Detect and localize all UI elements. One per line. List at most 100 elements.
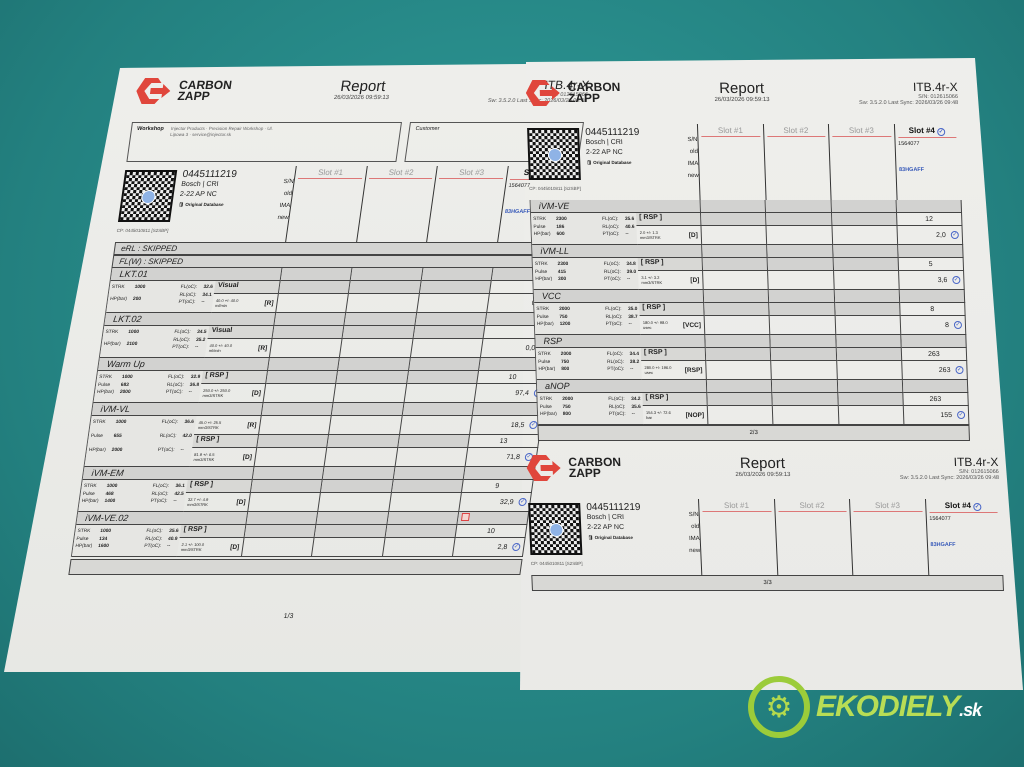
injector-block: 0445111219 Bosch | CRI 2-22 AP NC 🛢 Origina… <box>527 124 962 200</box>
slot-column-2: Slot #2 <box>762 124 831 200</box>
result-slot-4: 8 <box>899 303 966 316</box>
test-header-slot-1 <box>246 512 319 525</box>
injector-part-number: 0445111219 <box>586 502 641 513</box>
temp-value: 34.4 <box>629 352 640 357</box>
param-value: 1200 <box>559 322 571 328</box>
param-label: STRK <box>105 330 119 335</box>
test-parameters: STRK 2000 Pulse 750 HP(bar) 1200 FL(oC): 35.0 RL… <box>534 303 641 335</box>
injector-cp: CP: 0445010811 [S2SBP] <box>530 561 583 566</box>
result-value: 10 <box>486 527 496 535</box>
report-header: CARBON ZAPP Report 26/03/2026 09:59:13 ITB.4… <box>525 80 959 124</box>
slot-header: Slot #2 <box>766 126 826 137</box>
test-header-slot-1 <box>274 313 347 326</box>
result-spec: 2.1 +/- 100.0 mm3/STRK [D] <box>176 538 245 557</box>
injector-db: 🛢 Original Database <box>587 533 642 543</box>
spec-type: [VCC] <box>682 321 702 329</box>
param-label: HP(bar) <box>536 322 554 328</box>
result-value: 2,8 <box>497 543 508 551</box>
param-label: Pulse <box>90 434 104 439</box>
temp-label: FL(oC): <box>603 262 621 267</box>
test-header-slot-3 <box>835 335 902 348</box>
test-temperatures: FL(oC): 36.6 RL(oC): 42.0 PT(oC): -- <box>156 420 194 462</box>
result-slot-4: 5 <box>898 258 965 271</box>
brand-logo: CARBON ZAPP <box>526 455 677 481</box>
test-header-slot-4 <box>463 467 536 480</box>
page-number: 3/3 <box>763 580 772 586</box>
test-name: iVM-VL <box>91 403 264 416</box>
spec-unit: mm3/STRK <box>202 393 224 398</box>
workshop-customer: Workshop Injector Products · Precision Re… <box>126 122 584 162</box>
injector-db-label: Original Database <box>594 535 634 540</box>
result-value: 263 <box>938 366 951 374</box>
param-value: 1000 <box>115 420 127 425</box>
result-slot-3 <box>838 406 905 425</box>
gear-icon: ⚙ <box>748 676 810 738</box>
spec-unit: mm3/STRK <box>186 502 209 507</box>
temp-label: FL(oC): <box>152 484 170 489</box>
result-slot-1 <box>707 406 774 425</box>
temp-value: 34.8 <box>626 262 636 267</box>
test-conditions: STRK 1000 Pulse 134 HP(bar) 1600 <box>74 529 111 552</box>
check-circle-icon: ✓ <box>973 503 982 511</box>
temp-label: FL(oC): <box>606 352 624 357</box>
check-circle-icon: ✓ <box>955 366 964 374</box>
result-slot-1 <box>241 538 315 557</box>
result-slot-4: 2,8 ✓ <box>452 538 526 557</box>
brand-name: CARBON ZAPP <box>177 78 233 103</box>
result-slot-2 <box>772 393 839 406</box>
param-label: STRK <box>533 217 547 222</box>
param-label: HP(bar) <box>539 412 557 418</box>
slot-label: Slot #1 <box>317 168 344 177</box>
row-label-new_label: new <box>689 548 701 554</box>
test-temperatures: FL(oC): 34.4 RL(oC): 38.2 PT(oC): -- <box>607 352 640 375</box>
test-temperatures: FL(oC): 36.1 RL(oC): 42.5 PT(oC): -- <box>150 484 185 507</box>
injector-cp: CP: 0445010811 [S2SBP] <box>529 186 581 191</box>
report-title-block: Report 26/03/2026 09:59:13 <box>285 78 440 101</box>
result-slot-2 <box>768 271 835 290</box>
test-parameters: STRK 2300 Pulse 186 HP(bar) 600 FL(oC): 35.6 RL(… <box>531 213 638 245</box>
temp-value: -- <box>166 544 171 550</box>
test-name: iVM-LL <box>532 245 703 258</box>
result-slot-4: 32,9 ✓ <box>458 493 532 512</box>
result-slot-1 <box>269 339 343 358</box>
spec-type: [R] <box>264 299 275 307</box>
temp-label: FL(oC): <box>180 285 198 290</box>
result-slot-2 <box>340 339 413 358</box>
result-value: 13 <box>499 437 508 445</box>
result-spec: 45.0 +/- 25.5 mm3/STRK [R] <box>194 416 262 435</box>
test-header-slot-1 <box>702 245 768 258</box>
result-slot-3 <box>837 393 904 406</box>
injector-text: 0445111219 Bosch | CRI 2-22 AP NC 🛢 Origina… <box>176 169 238 224</box>
injector-db: 🛢 Original Database <box>586 158 640 168</box>
report-datetime: 26/03/2026 09:59:13 <box>714 97 770 103</box>
slot-header: Slot #3 <box>853 501 923 512</box>
test-conditions: STRK 2300 Pulse 186 HP(bar) 600 <box>533 217 567 240</box>
param-label: HP(bar) <box>74 544 93 550</box>
result-slot-2 <box>769 316 836 335</box>
injector-part-number: 0445111219 <box>181 169 238 180</box>
spec-unit: mm3/STRK <box>639 235 661 240</box>
temp-value: -- <box>200 300 205 306</box>
spec-range-block: 45.0 +/- 25.5 mm3/STRK <box>198 420 222 430</box>
result-value: 5 <box>928 260 933 268</box>
result-slot-1 <box>259 416 332 435</box>
result-spec: 2.0 +/- 1.3 mm3/STRK [D] <box>636 226 703 245</box>
test-name: iVM-VE <box>530 200 702 213</box>
param-label: STRK <box>539 397 553 402</box>
test-header-slot-2 <box>772 380 838 393</box>
spec-unit: bar <box>646 415 653 420</box>
temp-label: FL(oC): <box>605 307 622 312</box>
test-header-slot-4 <box>896 200 963 213</box>
result-slot-1 <box>254 448 328 467</box>
row-label-ima_label: IMA <box>688 536 700 542</box>
report-title-block: Report 26/03/2026 09:59:13 <box>676 455 849 478</box>
test-header-slot-4 <box>457 512 530 525</box>
check-circle-icon: ✓ <box>937 128 946 136</box>
result-slot-3 <box>835 316 902 335</box>
result-value: 155 <box>940 411 953 419</box>
test-header-slot-1 <box>267 358 341 371</box>
brand-line-2: ZAPP <box>567 91 601 105</box>
slot-label: Slot #3 <box>458 168 485 177</box>
param-value: 600 <box>556 232 565 238</box>
row-label-sn_label: S/N <box>687 137 698 143</box>
